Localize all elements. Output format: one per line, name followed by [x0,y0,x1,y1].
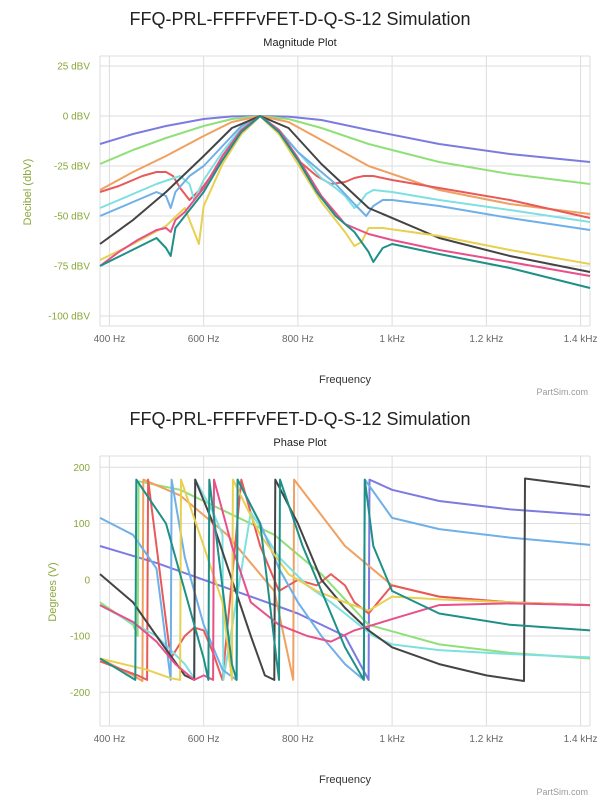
y-tick-label: 100 [73,519,90,530]
x-tick-label: 1 kHz [379,334,405,345]
x-tick-label: 1 kHz [379,734,405,745]
y-tick-label: -50 dBV [54,212,90,223]
series-layer [99,477,591,682]
series-line-1[interactable] [99,478,591,681]
x-tick-label: 1.2 kHz [469,734,503,745]
y-axis-label: Degrees (V) [47,562,59,621]
series-line-1[interactable] [99,115,591,163]
series-line-3[interactable] [99,115,591,215]
x-tick-labels: 400 Hz 600 Hz 800 Hz 1 kHz 1.2 kHz 1.4 kHz [94,334,598,345]
series-line-8[interactable] [99,478,591,681]
chart-title: FFQ-PRL-FFFFvFET-D-Q-S-12 Simulation [129,409,470,429]
x-tick-label: 1.2 kHz [469,334,503,345]
x-tick-label: 800 Hz [282,734,314,745]
series-line-2[interactable] [99,480,591,660]
y-tick-label: 0 dBV [63,112,91,123]
series-line-7[interactable] [99,115,591,273]
y-tick-label: 0 [84,575,90,586]
phase-chart: FFQ-PRL-FFFFvFET-D-Q-S-12 Simulation Pha… [47,409,598,797]
series-line-8[interactable] [99,115,591,265]
y-tick-label: -75 dBV [54,262,90,273]
series-layer [99,115,591,289]
series-line-4[interactable] [99,115,591,219]
credit-label[interactable]: PartSim.com [536,387,588,397]
magnitude-chart: FFQ-PRL-FFFFvFET-D-Q-S-12 Simulation Mag… [22,9,598,397]
grid-layer [99,55,591,327]
series-line-7[interactable] [99,477,591,682]
chart-subtitle: Magnitude Plot [263,37,336,49]
y-tick-label: -25 dBV [54,162,90,173]
y-tick-labels: 200 100 0 -100 -200 [70,463,90,699]
series-line-9[interactable] [99,115,591,277]
x-axis-label: Frequency [319,774,371,786]
series-line-4[interactable] [99,478,591,681]
y-axis-label: Decibel (dbV) [22,159,34,226]
x-tick-label: 400 Hz [94,734,126,745]
x-tick-label: 600 Hz [188,734,220,745]
chart-title: FFQ-PRL-FFFFvFET-D-Q-S-12 Simulation [129,9,470,29]
chart-subtitle: Phase Plot [273,437,326,449]
x-tick-label: 600 Hz [188,334,220,345]
x-tick-label: 400 Hz [94,334,126,345]
x-tick-label: 1.4 kHz [564,734,598,745]
series-line-9[interactable] [99,478,591,681]
series-line-10[interactable] [99,115,591,289]
y-tick-label: -100 dBV [48,312,90,323]
x-tick-label: 800 Hz [282,334,314,345]
x-axis-label: Frequency [319,374,371,386]
credit-label[interactable]: PartSim.com [536,787,588,797]
y-tick-labels: 25 dBV 0 dBV -25 dBV -50 dBV -75 dBV -100 dBV [48,62,90,323]
y-tick-label: -100 [70,632,90,643]
y-tick-label: 200 [73,463,90,474]
x-tick-labels: 400 Hz 600 Hz 800 Hz 1 kHz 1.2 kHz 1.4 kHz [94,734,598,745]
x-tick-label: 1.4 kHz [564,334,598,345]
series-line-2[interactable] [99,115,591,185]
series-line-10[interactable] [99,478,591,681]
y-tick-label: -200 [70,688,90,699]
series-line-6[interactable] [99,115,591,231]
series-line-5[interactable] [99,115,591,223]
y-tick-label: 25 dBV [57,62,90,73]
